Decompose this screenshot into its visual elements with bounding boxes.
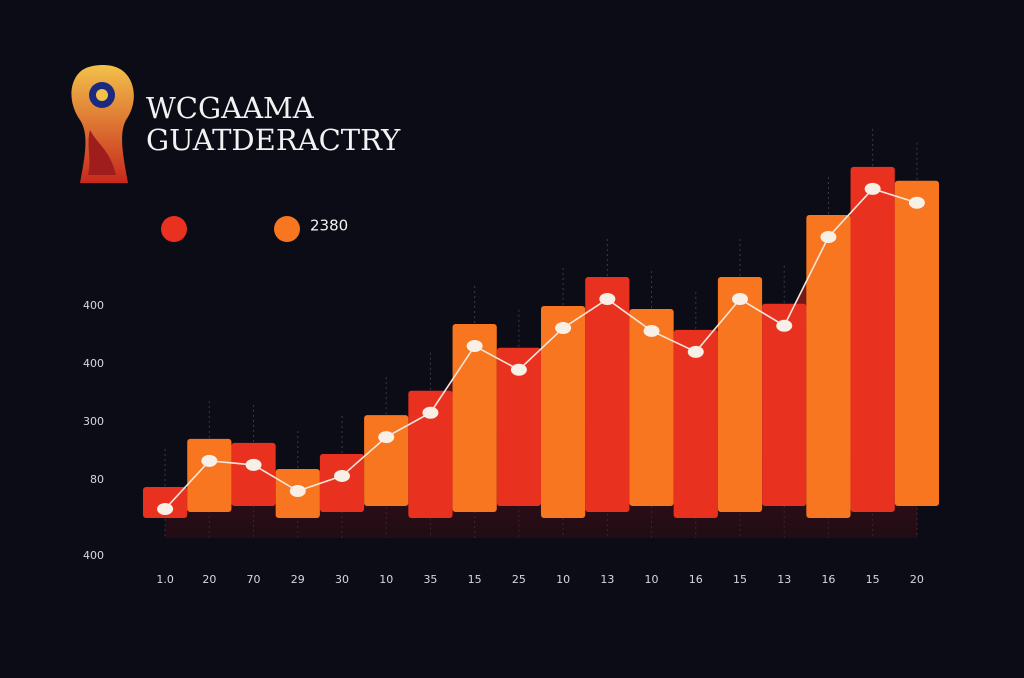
data-point <box>510 363 527 376</box>
y-tick-label: 400 <box>83 549 104 562</box>
bar <box>408 390 453 518</box>
x-tick-label: 15 <box>866 573 880 586</box>
legend-swatch <box>274 216 300 242</box>
chart-title: WCGAAMA <box>146 91 315 125</box>
data-point <box>466 340 483 353</box>
bar <box>231 442 276 506</box>
x-tick-label: 10 <box>379 573 393 586</box>
y-tick-label: 80 <box>90 473 104 486</box>
data-point <box>334 469 350 482</box>
bar <box>364 415 409 506</box>
data-point <box>201 454 218 467</box>
x-tick-label: 15 <box>733 573 747 586</box>
y-tick-label: 300 <box>83 415 104 428</box>
data-point <box>643 324 660 337</box>
x-tick-label: 20 <box>910 573 924 586</box>
data-point <box>245 458 262 471</box>
bar <box>187 438 232 512</box>
bar <box>541 306 586 518</box>
data-point <box>687 345 704 358</box>
bar <box>850 166 895 512</box>
logo <box>71 65 134 183</box>
bar <box>452 324 497 512</box>
data-point <box>908 196 925 209</box>
x-tick-label: 10 <box>645 573 659 586</box>
data-point <box>157 503 174 515</box>
x-tick-label: 1.0 <box>156 573 174 586</box>
bar <box>143 487 188 518</box>
data-point <box>776 319 793 332</box>
bar <box>806 214 851 519</box>
x-tick-label: 16 <box>689 573 703 586</box>
bar <box>762 303 807 506</box>
y-tick-label: 400 <box>83 299 104 312</box>
x-tick-label: 70 <box>247 573 261 586</box>
x-tick-label: 16 <box>821 573 835 586</box>
x-tick-label: 35 <box>423 573 437 586</box>
x-tick-label: 25 <box>512 573 526 586</box>
legend-label: 2380 <box>310 217 348 235</box>
y-tick-label: 400 <box>83 357 104 370</box>
bar <box>496 347 541 506</box>
x-tick-label: 13 <box>777 573 791 586</box>
x-tick-label: 13 <box>600 573 614 586</box>
bar <box>319 453 365 512</box>
x-tick-label: 30 <box>335 573 349 586</box>
data-point <box>422 406 439 419</box>
line <box>164 187 918 510</box>
data-point <box>732 293 748 306</box>
data-point <box>555 322 572 335</box>
chart-title: GUATDERACTRY <box>146 123 401 157</box>
bar <box>585 277 630 512</box>
x-tick-label: 15 <box>468 573 482 586</box>
data-point <box>820 230 837 243</box>
data-point <box>378 431 395 444</box>
x-tick-label: 20 <box>202 573 216 586</box>
bar <box>673 329 718 518</box>
legend-swatch <box>161 216 187 242</box>
x-tick-label: 29 <box>291 573 305 586</box>
data-point <box>599 293 616 306</box>
bar <box>629 308 674 506</box>
bar <box>894 180 939 506</box>
data-point <box>289 485 306 498</box>
x-tick-label: 10 <box>556 573 570 586</box>
data-point <box>864 182 881 195</box>
bar <box>717 277 763 512</box>
